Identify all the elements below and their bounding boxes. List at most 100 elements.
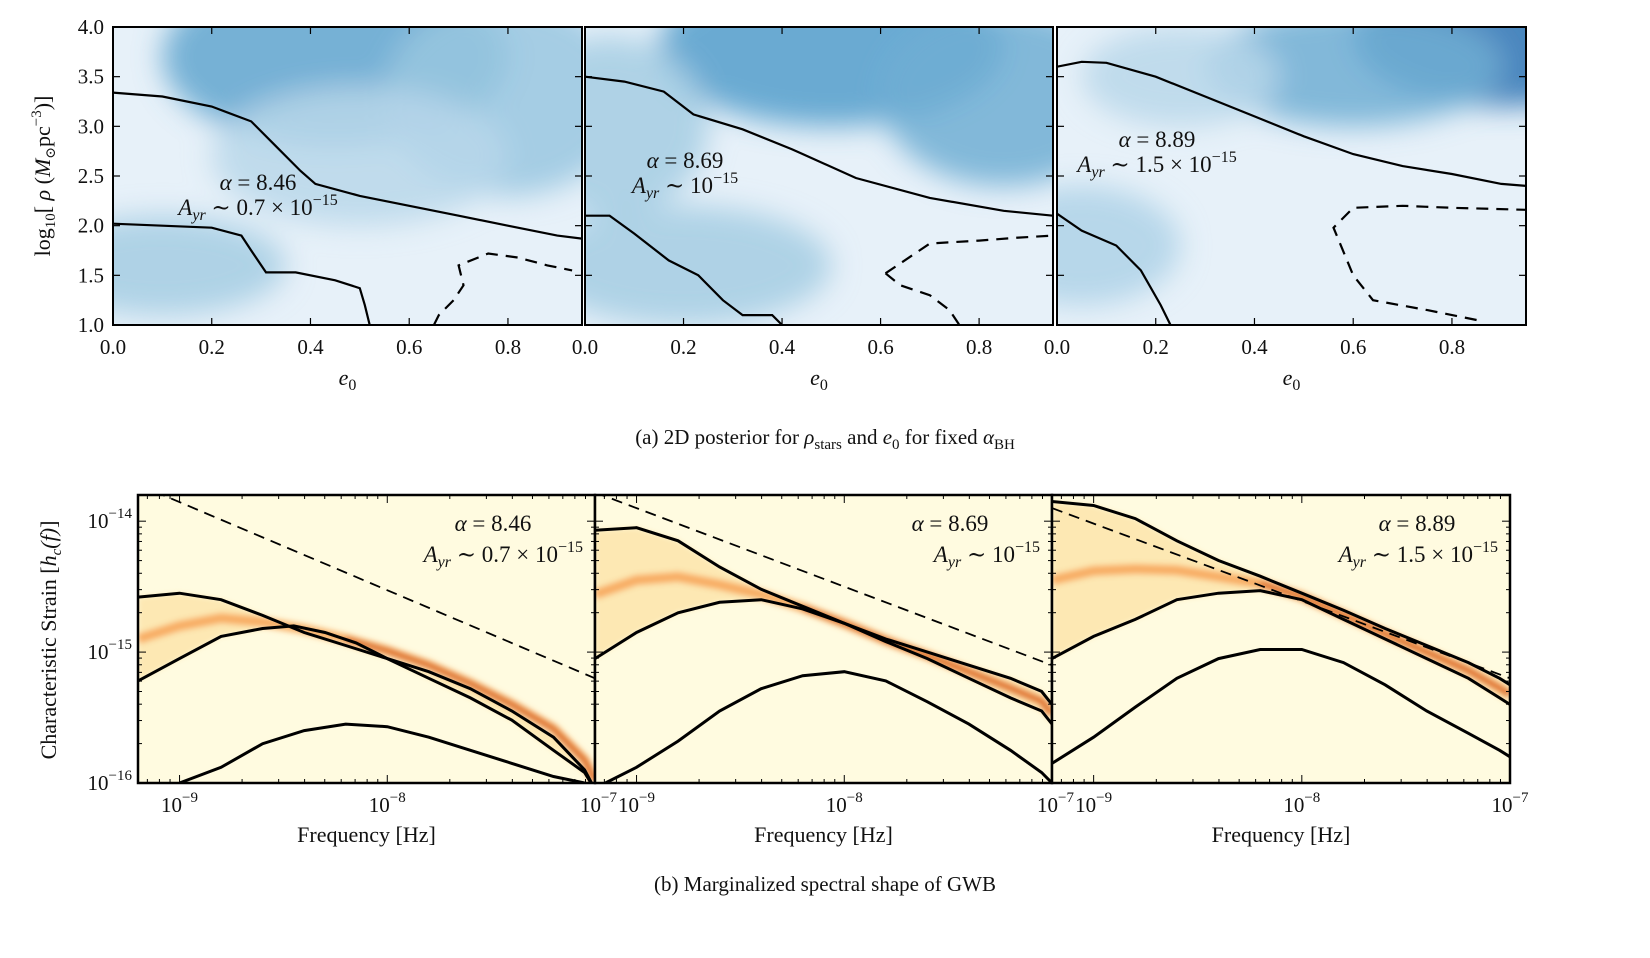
solid-contour-1	[585, 75, 1053, 217]
strain-contour-3	[1052, 648, 1510, 765]
x-tick-label: 0.0	[100, 335, 126, 359]
alpha-annotation: α = 8.46	[455, 511, 532, 536]
alpha-annotation: α = 8.46	[220, 170, 297, 195]
dashed-contour-3	[432, 252, 573, 325]
x-tick-label: 10−8	[1283, 790, 1320, 817]
panel-frame	[1050, 493, 1512, 785]
heatmap-density-3	[585, 205, 832, 325]
amplitude-annotation: Ayr ∼ 0.7 × 10−15	[422, 539, 583, 571]
amplitude-annotation: Ayr ∼ 1.5 × 10−15	[1337, 539, 1498, 571]
posterior-heatmap	[585, 27, 1053, 325]
x-tick-label: 10−7	[580, 790, 617, 817]
amplitude-annotation: Ayr ∼ 1.5 × 10−15	[1075, 149, 1236, 181]
strain-panel-2: 10−9 10−8 10−7 Frequency [Hz] α = 8.69 Ayr ∼ …	[593, 493, 1074, 847]
power-law-dashed-line	[160, 495, 595, 680]
heatmap-density-2	[880, 27, 1053, 186]
caption-b: (b) Marginalized spectral shape of GWB	[654, 872, 996, 896]
y-tick-label: 10−15	[88, 637, 132, 664]
y-tick-label: 2.5	[78, 164, 104, 188]
y-axis-label: log10[ ρ (M⊙pc−3)]	[29, 96, 59, 257]
x-tick-label: 0.6	[396, 335, 422, 359]
strain-heatmap	[1052, 495, 1510, 783]
solid-contour-1	[1057, 60, 1526, 187]
solid-contour-2	[585, 214, 783, 325]
y-tick-label: 10−14	[88, 506, 133, 533]
power-law-dashed-line	[1052, 507, 1510, 680]
x-tick-label: 10−8	[826, 790, 863, 817]
strain-contour-2	[1052, 589, 1510, 706]
strain-contour-3	[178, 722, 585, 783]
power-law-dashed-line	[599, 495, 1052, 667]
x-tick-label: 0.2	[670, 335, 696, 359]
x-tick-label: 10−7	[1492, 790, 1529, 817]
x-tick-label: 0.0	[1044, 335, 1070, 359]
solid-contour-1	[113, 91, 582, 240]
strain-heatmap	[138, 495, 595, 783]
y-axis-label: Characteristic Strain [hc(f)]	[36, 521, 65, 760]
x-axis-label: Frequency [Hz]	[1212, 822, 1351, 847]
posterior-heatmap	[113, 27, 582, 325]
y-tick-label: 3.5	[78, 65, 104, 89]
dashed-contour-3	[1332, 204, 1526, 322]
strain-panel-3: 10−9 10−8 10−7 Frequency [Hz] α = 8.89 Ayr ∼ …	[1050, 493, 1529, 847]
contours	[1057, 60, 1526, 325]
x-tick-label: 10−8	[369, 790, 406, 817]
density-ridge-peak	[345, 636, 595, 783]
amplitude-annotation: Ayr ∼ 10−15	[932, 539, 1040, 571]
x-tick-label: 0.2	[1143, 335, 1169, 359]
solid-contour-2	[113, 222, 371, 325]
caption-a: (a) 2D posterior for ρstars and e0 for f…	[635, 425, 1015, 453]
x-tick-label: 0.2	[199, 335, 225, 359]
x-axis-label: e0	[339, 365, 357, 394]
x-tick-label: 10−7	[1037, 790, 1074, 817]
y-tick-label: 10−16	[88, 768, 133, 795]
y-tick-label: 1.0	[78, 313, 104, 337]
strain-heatmap	[595, 495, 1052, 783]
heatmap-density-2	[1205, 27, 1502, 127]
amplitude-annotation: Ayr ∼ 0.7 × 10−15	[176, 192, 337, 224]
x-tick-label: 0.0	[572, 335, 598, 359]
alpha-annotation: α = 8.89	[1379, 511, 1456, 536]
alpha-annotation: α = 8.69	[647, 148, 724, 173]
strain-contour-2	[138, 624, 593, 783]
density-ridge-peak	[1259, 581, 1510, 697]
amplitude-annotation: Ayr ∼ 10−15	[630, 170, 738, 202]
heatmap-density-3	[1057, 185, 1181, 306]
y-tick-label: 2.0	[78, 214, 104, 238]
x-tick-label: 0.4	[297, 335, 324, 359]
density-band-outer	[595, 527, 1052, 725]
density-band-outer	[138, 593, 592, 783]
density-band-outer	[1052, 501, 1510, 705]
dashed-contour-3	[884, 272, 961, 325]
x-tick-label: 0.8	[1439, 335, 1465, 359]
y-tick-label: 4.0	[78, 15, 104, 39]
x-axis-label: e0	[1283, 365, 1301, 394]
x-tick-label: 10−9	[161, 790, 198, 817]
x-tick-label: 0.4	[769, 335, 796, 359]
strain-contour-2	[595, 598, 1052, 726]
x-tick-label: 0.8	[495, 335, 521, 359]
x-tick-label: 0.6	[867, 335, 893, 359]
contours	[585, 75, 1053, 325]
posterior-heatmap	[1057, 27, 1526, 325]
heatmap-density-4	[211, 86, 508, 226]
dashed-contour-4	[884, 234, 1053, 275]
heatmap-density-3	[113, 215, 286, 316]
x-axis-label: Frequency [Hz]	[754, 822, 893, 847]
x-tick-label: 0.6	[1340, 335, 1366, 359]
x-axis-label: Frequency [Hz]	[297, 822, 436, 847]
x-tick-label: 10−9	[1075, 790, 1112, 817]
x-tick-label: 10−9	[618, 790, 655, 817]
x-axis-label: e0	[810, 365, 828, 394]
heatmap-density-4	[585, 36, 709, 216]
solid-contour-2	[1057, 212, 1172, 325]
x-tick-label: 0.4	[1241, 335, 1268, 359]
strain-panel-1: 10−9 10−8 10−7 Frequency [Hz] α = 8.46 Ayr ∼ …	[136, 493, 617, 847]
x-tick-label: 0.8	[966, 335, 992, 359]
strain-contour-3	[604, 670, 1052, 783]
alpha-annotation: α = 8.89	[1119, 127, 1196, 152]
